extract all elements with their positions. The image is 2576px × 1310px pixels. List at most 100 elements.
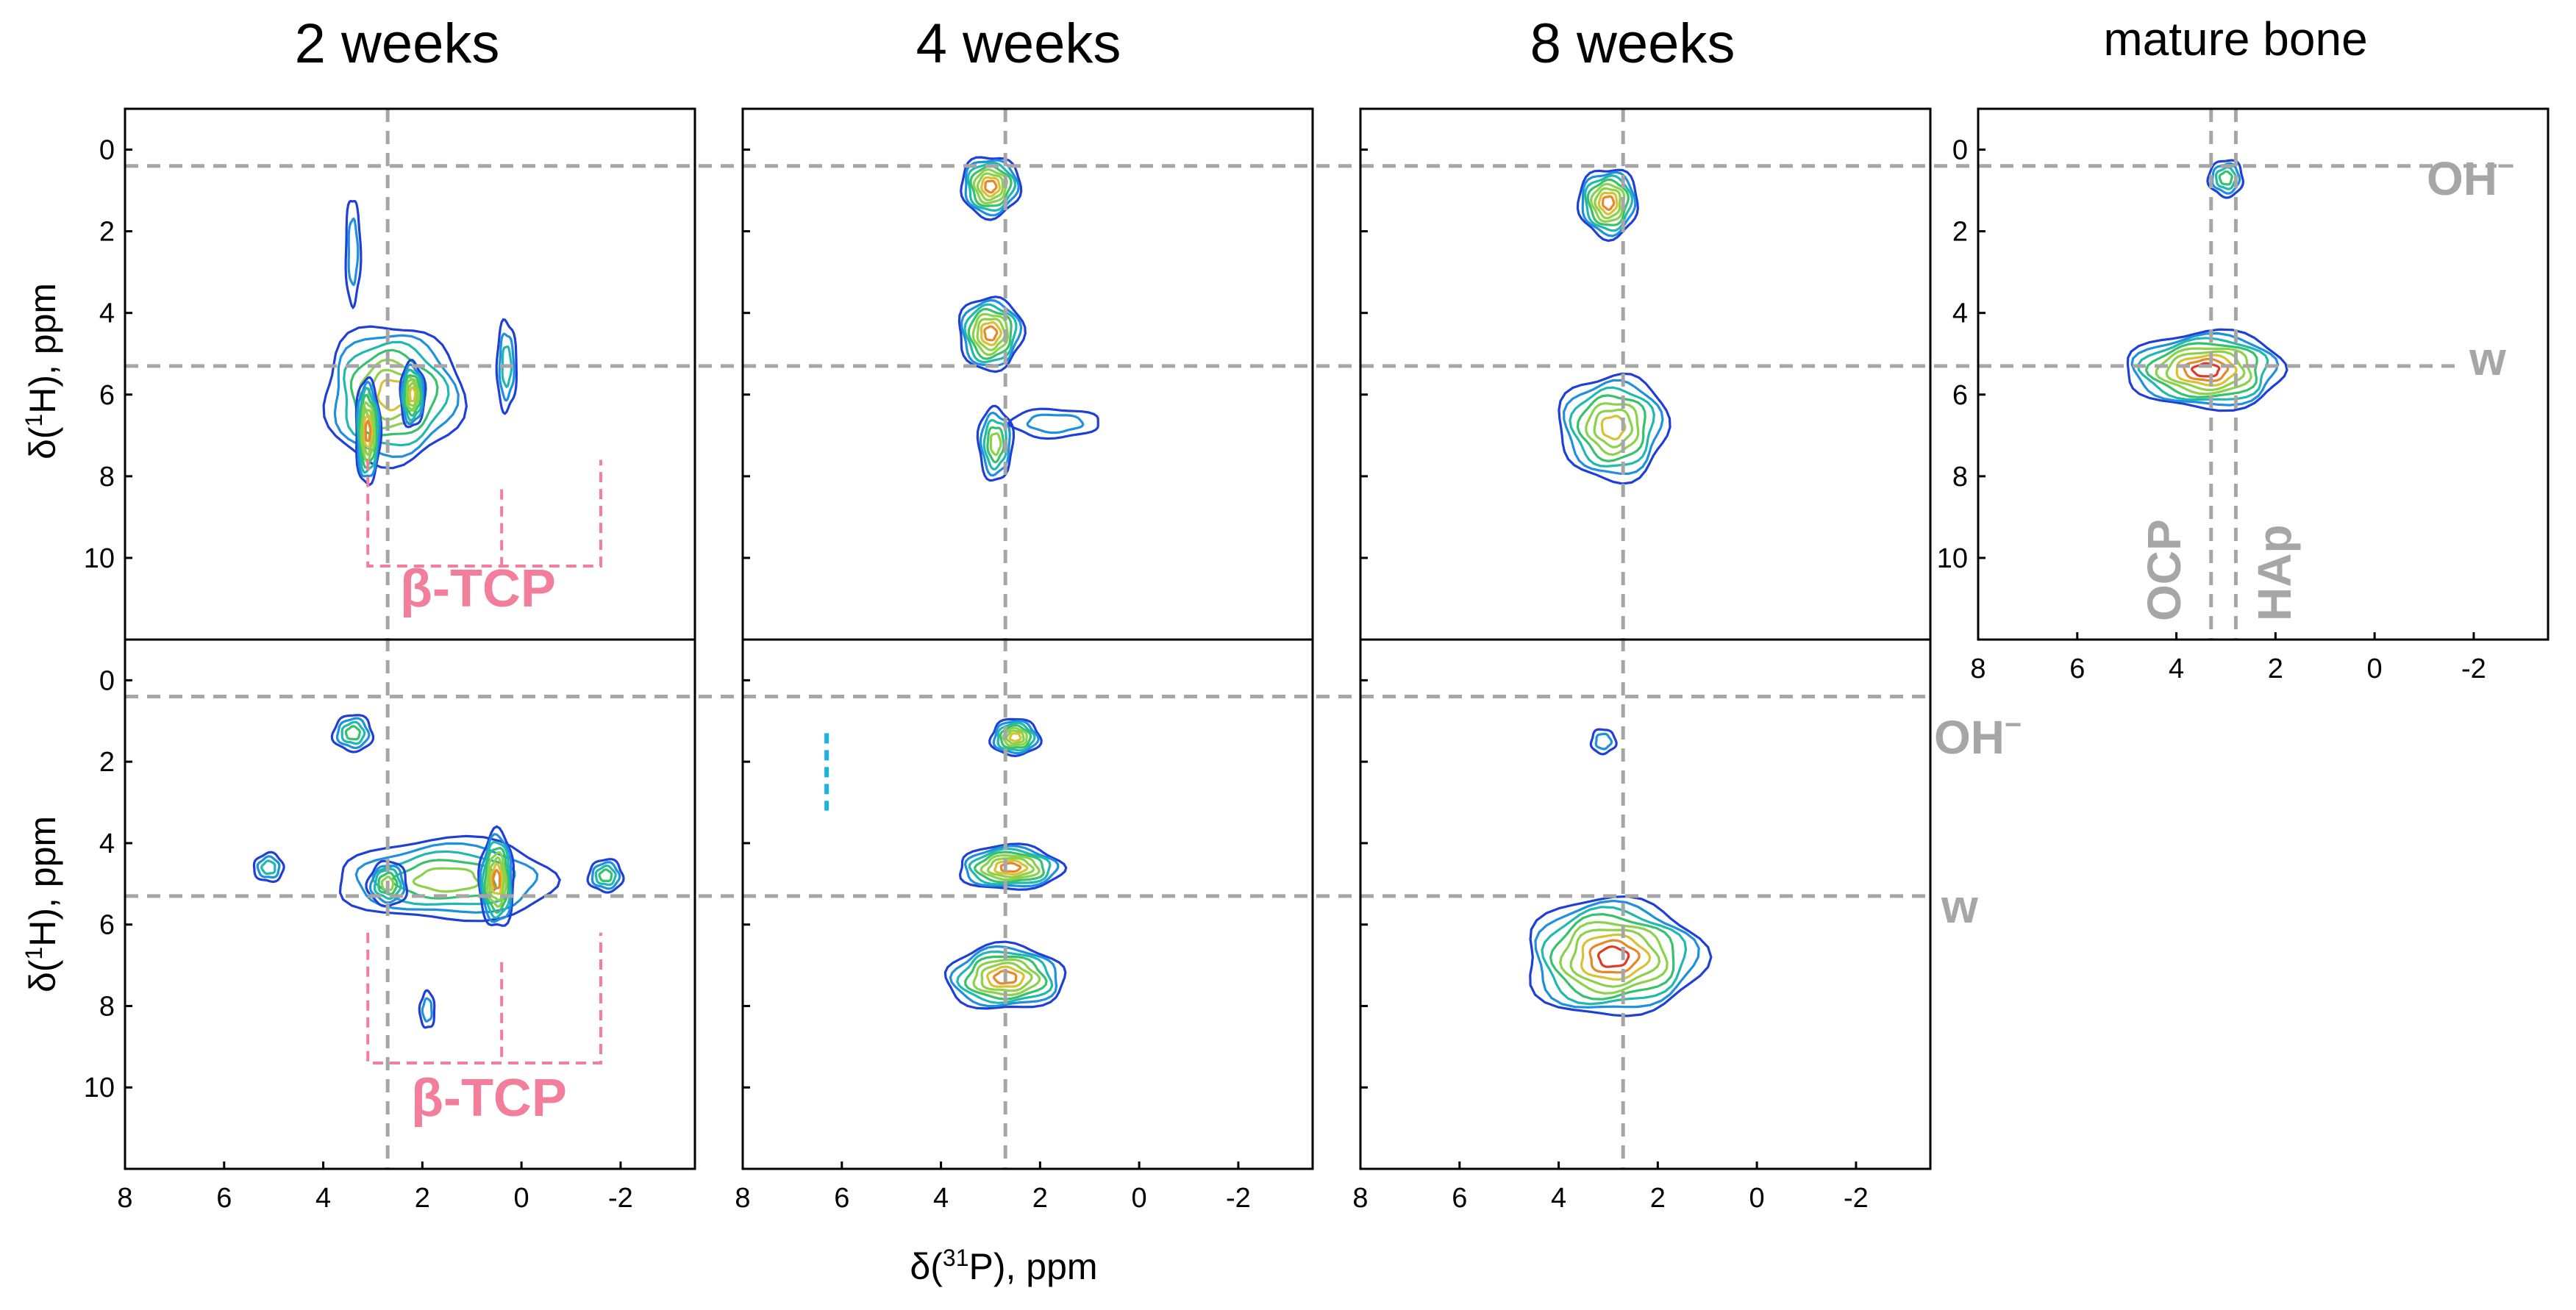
frame-r1-c0 (124, 638, 696, 1170)
w-label-bottom: w (1941, 880, 1978, 933)
contour-p1-k1-l3 (967, 307, 1013, 360)
x-tick-r0-c3-5: -2 (2461, 654, 2486, 684)
contour-p4-k2-l4 (485, 851, 508, 909)
contour-p3-k1-l2 (2136, 337, 2269, 401)
x-tick-r1-c2-1: 6 (1452, 1183, 1467, 1214)
contour-p4-k2-l0 (477, 825, 515, 927)
contour-p0-k0-l1 (333, 334, 460, 459)
contour-p1-k2-l3 (986, 426, 1005, 464)
x-tick-r0-c3-0: 8 (1970, 654, 1985, 684)
contour-p4-k0-l3 (344, 725, 362, 741)
y-tick-r0-c0-5: 10 (84, 543, 115, 574)
contour-p4-k2-l6 (490, 862, 504, 895)
y-tick-r0-c0-0: 0 (99, 135, 115, 166)
contour-p5-k2-l2 (956, 950, 1054, 1004)
contour-p5-k2-l4 (972, 958, 1041, 997)
contour-layer (252, 156, 2288, 1029)
x-tick-r1-c0-1: 6 (216, 1183, 232, 1214)
contour-p0-k0-l0 (322, 325, 468, 470)
contour-p5-k1-l1 (963, 845, 1060, 888)
contour-p4-k3-l1 (368, 865, 406, 904)
contour-p2-k0-l5 (1594, 187, 1621, 220)
beta-tcp-label-top: β-TCP (400, 559, 556, 618)
y-tick-r0-c0-2: 4 (99, 298, 115, 329)
contour-p4-k4-l0 (586, 858, 625, 894)
contour-p5-k1-l3 (973, 851, 1046, 884)
contour-p4-k5-l0 (252, 851, 285, 884)
beta-tcp-bracket-top-outer (366, 459, 602, 568)
contour-p1-k2-l0 (976, 404, 1016, 482)
contour-p1-k2-l1 (980, 411, 1011, 477)
title-8-weeks: 8 weeks (1530, 12, 1735, 75)
contour-p2-k0-l6 (1597, 191, 1619, 216)
oh-label-bottom: OH− (1934, 709, 2022, 764)
contour-p5-k2-l6 (986, 965, 1025, 988)
beta-tcp-bracket-bottom-outer (366, 932, 602, 1064)
contour-p1-k1-l6 (980, 321, 1002, 347)
x-tick-r1-c0-0: 8 (117, 1183, 132, 1214)
contour-p4-k4-l3 (598, 868, 613, 882)
contour-p1-k2-l4 (989, 432, 1002, 457)
x-tick-r1-c0-4: 0 (514, 1183, 529, 1214)
w-label-top: w (2469, 332, 2506, 385)
contour-p4-k5-l2 (260, 859, 276, 876)
contour-p6-k1-l4 (1559, 920, 1669, 995)
x-tick-r1-c2-4: 0 (1749, 1183, 1765, 1214)
contour-p2-k1-l0 (1558, 372, 1671, 485)
y-tick-r0-c3-3: 6 (1952, 380, 1968, 411)
contour-p3-k0-l3 (2218, 170, 2233, 186)
contour-p4-k2-l7 (492, 868, 502, 890)
y-tick-r0-c0-4: 8 (99, 462, 115, 493)
contour-p2-k0-l2 (1583, 174, 1634, 232)
contour-p5-k1-l2 (968, 848, 1052, 886)
x-tick-r1-c1-5: -2 (1226, 1183, 1251, 1214)
frame-r1-c1 (741, 638, 1314, 1170)
contour-p5-k2-l0 (943, 940, 1067, 1010)
x-tick-r1-c0-5: -2 (608, 1183, 633, 1214)
contour-p3-k1-l3 (2144, 342, 2258, 398)
axis-ticks: 0 2 4 6 8 10 0 2 4 6 8 10 0 2 4 6 8 10 8 6 4 2 0 -2 8 6 4 2 0 -2 8 6 4 2 0… (84, 135, 2486, 1214)
hap-label: HAp (2248, 524, 2301, 621)
y-tick-r1-c0-1: 2 (99, 747, 115, 778)
contour-p4-k3-l3 (377, 871, 399, 896)
contour-p4-k5-l1 (256, 855, 281, 879)
contour-p5-k1-l6 (993, 859, 1029, 876)
contour-p5-k0-l1 (992, 720, 1040, 755)
contour-p1-k1-l5 (976, 318, 1006, 351)
y-tick-r0-c3-2: 4 (1952, 298, 1968, 329)
contour-p5-k2-l1 (949, 945, 1058, 1008)
frame-r1-c2 (1359, 638, 1932, 1170)
x-tick-r0-c3-4: 0 (2367, 654, 2383, 684)
contour-p0-k4-l1 (347, 217, 360, 287)
contour-p5-k1-l7 (999, 862, 1022, 873)
contour-p5-k0-l2 (996, 721, 1036, 752)
y-tick-r0-c3-0: 0 (1952, 135, 1968, 166)
contour-p2-k1-l5 (1593, 408, 1634, 448)
contour-p1-k0-l5 (976, 172, 1004, 201)
frame-r0-c2 (1359, 107, 1932, 641)
contour-p0-k2-l1 (400, 363, 424, 426)
contour-p3-k1-l0 (2126, 328, 2288, 412)
x-tick-r1-c2-3: 2 (1650, 1183, 1666, 1214)
contour-p6-k1-l8 (1596, 945, 1630, 968)
contour-p4-k2-l2 (481, 840, 512, 919)
contour-p6-k1-l3 (1549, 912, 1675, 1001)
oh-label-top: OH− (2427, 150, 2514, 205)
y-tick-r1-c0-0: 0 (99, 665, 115, 696)
contour-p4-k2-l3 (483, 847, 510, 914)
contour-p6-k1-l0 (1529, 895, 1713, 1017)
contour-p4-k3-l4 (380, 876, 395, 892)
contour-p2-k1-l2 (1569, 386, 1655, 468)
contour-p5-k1-l4 (980, 853, 1041, 881)
contour-p6-k1-l2 (1541, 906, 1688, 1006)
contour-p1-k0-l7 (984, 179, 998, 194)
y-tick-r0-c0-3: 6 (99, 380, 115, 411)
contour-p0-k2-l2 (402, 368, 424, 422)
contour-p1-k1-l2 (963, 303, 1018, 364)
contour-p0-k2-l5 (407, 382, 418, 407)
contour-p4-k2-l1 (479, 833, 513, 923)
y-tick-r0-c3-5: 10 (1937, 543, 1968, 574)
x-tick-r1-c0-3: 2 (415, 1183, 430, 1214)
y-tick-r0-c0-1: 2 (99, 217, 115, 248)
